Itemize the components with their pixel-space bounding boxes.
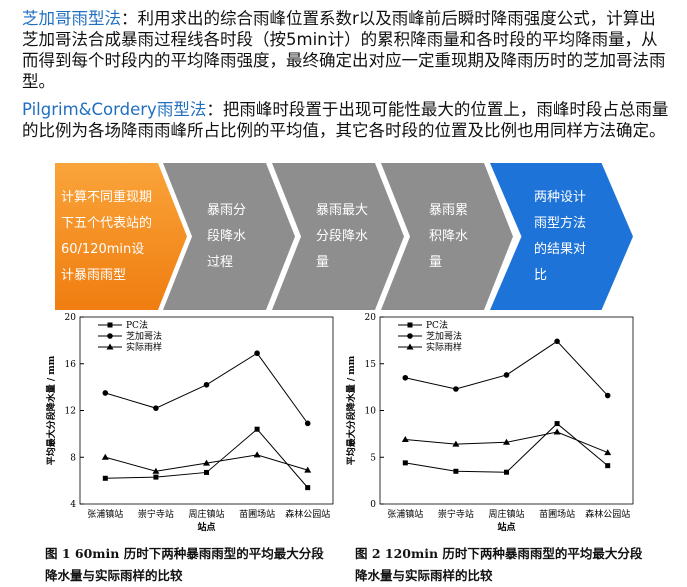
legend-label: 芝加哥法 — [126, 330, 162, 342]
paragraph: 芝加哥雨型法：利用求出的综合雨峰位置系数r以及雨峰前后瞬时降雨强度公式，计算出芝… — [22, 8, 670, 92]
paragraph-label: 芝加哥雨型法 — [22, 9, 121, 28]
y-tick-label: 12 — [65, 407, 76, 417]
data-point — [153, 405, 159, 411]
paragraph-text: ：利用求出的综合雨峰位置系数r以及雨峰前后瞬时降雨强度公式，计算出芝加哥法合成暴… — [22, 9, 666, 91]
data-point — [402, 374, 409, 381]
legend-marker — [107, 333, 113, 339]
data-point — [204, 469, 209, 475]
y-axis-label: 平均最大分段降水量 / mm — [45, 355, 57, 465]
y-tick-label: 4 — [70, 500, 76, 510]
data-point — [504, 469, 509, 475]
data-point — [401, 435, 409, 442]
caption: 图 1 60min 历时下两种暴雨雨型的平均最大分段降水量与实际雨样的比较 — [45, 546, 324, 583]
plot-frame — [379, 316, 634, 505]
data-point — [304, 466, 312, 473]
data-point — [101, 453, 109, 460]
plot-frame — [79, 316, 334, 505]
paragraph-text: ：把雨峰时段置于出现可能性最大的位置上，雨峰时段占总雨量的比例为各场降雨雨峰所占… — [22, 100, 669, 140]
process-step: 暴雨分段降水过程 — [163, 163, 295, 310]
legend-label: PC法 — [426, 319, 448, 331]
x-tick-label: 森林公园站 — [285, 508, 330, 520]
legend-marker — [407, 333, 413, 339]
x-tick-label: 崇宁寺站 — [438, 508, 474, 520]
data-point — [453, 386, 459, 392]
x-tick-label: 森林公园站 — [585, 508, 630, 520]
series-line — [405, 422, 609, 473]
x-tick-label: 苗圃场站 — [539, 508, 575, 520]
data-point — [453, 468, 459, 474]
y-tick-label: 16 — [65, 360, 77, 370]
data-point — [554, 338, 560, 345]
y-tick-label: 8 — [70, 453, 76, 463]
data-point — [305, 485, 311, 491]
data-point — [152, 467, 160, 474]
process-step: 暴雨最大分段降水量 — [272, 163, 404, 310]
series-line — [105, 352, 309, 424]
x-axis-label: 站点 — [197, 521, 215, 533]
x-tick-label: 周庄镇站 — [488, 508, 524, 520]
legend-label: 芝加哥法 — [426, 330, 462, 342]
legend-marker — [406, 343, 414, 350]
data-point — [605, 463, 611, 469]
data-point — [604, 449, 612, 456]
data-point — [304, 420, 311, 427]
data-point — [604, 392, 611, 399]
series-line — [105, 428, 309, 488]
data-point — [503, 372, 510, 378]
data-point — [553, 428, 561, 435]
caption: 图 2 120min 历时下两种暴雨雨型的平均最大分段降水量与实际雨样的比较 — [355, 546, 643, 583]
legend-label: 实际雨样 — [126, 341, 162, 353]
legend-marker — [407, 322, 413, 328]
legend-label: 实际雨样 — [426, 341, 462, 353]
x-axis-label: 站点 — [497, 521, 515, 533]
y-axis-label: 平均最大分段降水量 / mm — [345, 355, 357, 465]
y-tick-label: 20 — [65, 313, 77, 323]
y-tick-label: 10 — [365, 407, 377, 417]
data-point — [452, 440, 460, 447]
x-tick-label: 崇宁寺站 — [138, 508, 174, 520]
legend-marker — [106, 343, 114, 350]
x-tick-label: 周庄镇站 — [188, 508, 224, 520]
data-point — [203, 381, 210, 388]
x-tick-label: 张浦镇站 — [387, 508, 423, 520]
data-point — [153, 474, 159, 480]
y-tick-label: 15 — [365, 360, 377, 370]
data-point — [102, 390, 109, 396]
y-tick-label: 5 — [370, 453, 376, 463]
y-tick-label: 0 — [370, 500, 376, 510]
data-point — [254, 426, 260, 432]
data-point — [102, 475, 108, 481]
data-point — [254, 350, 260, 357]
data-point — [554, 421, 560, 427]
x-tick-label: 苗圃场站 — [239, 508, 275, 520]
data-point — [503, 438, 510, 445]
data-point — [203, 459, 210, 466]
process-step: 计算不同重现期下五个代表站的60/120min设计暴雨雨型 — [55, 163, 187, 310]
data-point — [253, 451, 261, 458]
paragraph-label: Pilgrim&Cordery雨型法 — [22, 100, 207, 119]
y-tick-label: 20 — [365, 313, 377, 323]
data-point — [402, 460, 408, 466]
x-tick-label: 张浦镇站 — [87, 508, 123, 520]
paragraph: Pilgrim&Cordery雨型法：把雨峰时段置于出现可能性最大的位置上，雨峰… — [22, 99, 670, 141]
legend-label: PC法 — [126, 319, 148, 331]
legend-marker — [107, 322, 113, 328]
